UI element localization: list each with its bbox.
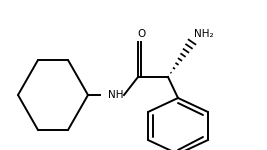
Text: NH: NH [108,90,124,100]
Text: O: O [137,29,145,39]
Text: NH₂: NH₂ [194,29,214,39]
